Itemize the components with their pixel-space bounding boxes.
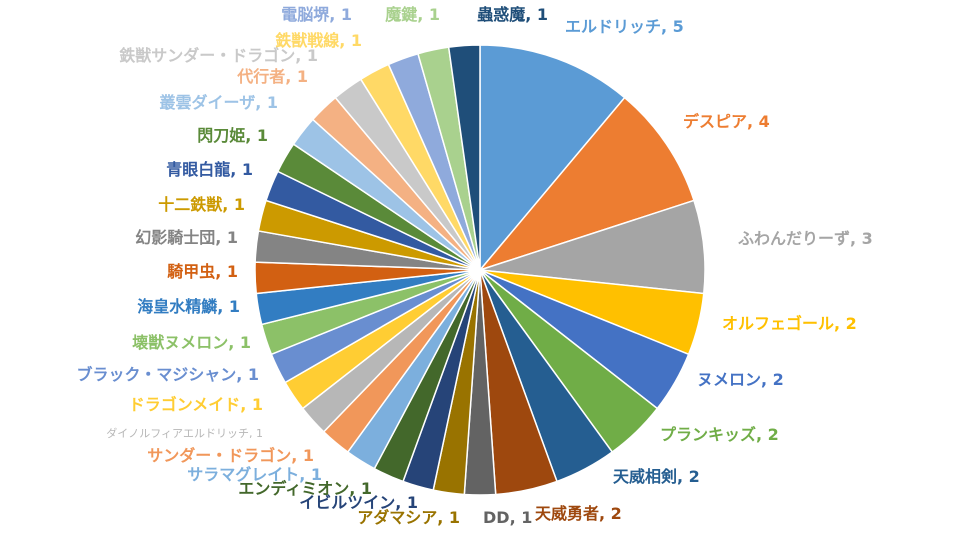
data-label-29: 魔鍵, 1: [385, 5, 440, 24]
data-label-9: アダマシア, 1: [357, 508, 460, 527]
data-label-10: イビルツイン, 1: [299, 493, 418, 512]
data-label-16: ブラック・マジシャン, 1: [77, 365, 259, 384]
data-label-28: 電脳堺, 1: [281, 5, 352, 24]
data-label-1: デスピア, 4: [683, 112, 770, 131]
data-label-26: 鉄獣サンダー・ドラゴン, 1: [119, 46, 318, 65]
data-label-22: 青眼白龍, 1: [166, 160, 253, 179]
data-label-4: ヌメロン, 2: [697, 370, 784, 389]
data-label-7: 天威勇者, 2: [535, 504, 622, 523]
data-label-14: ダイノルフィアエルドリッチ, 1: [106, 426, 263, 440]
data-label-15: ドラゴンメイド, 1: [129, 395, 263, 414]
data-label-2: ふわんだりーず, 3: [738, 229, 873, 248]
pie-slice-1: [477, 96, 695, 272]
data-label-30: 蟲惑魔, 1: [477, 5, 548, 24]
data-label-20: 幻影騎士団, 1: [135, 228, 238, 247]
data-label-17: 壊獣ヌメロン, 1: [132, 333, 251, 352]
data-label-24: 叢雲ダイーザ, 1: [160, 93, 278, 112]
data-label-3: オルフェゴール, 2: [722, 314, 857, 333]
data-label-23: 閃刀姫, 1: [197, 126, 268, 145]
data-label-18: 海皇水精鱗, 1: [137, 297, 240, 316]
data-label-13: サンダー・ドラゴン, 1: [147, 446, 314, 465]
pie-slice-0: [479, 44, 626, 273]
data-label-27: 鉄獣戦線, 1: [275, 31, 362, 50]
data-label-25: 代行者, 1: [236, 67, 308, 86]
data-label-6: 天威相剣, 2: [613, 467, 700, 486]
data-label-11: エンディミオン, 1: [238, 479, 372, 498]
data-label-21: 十二鉄獣, 1: [158, 195, 245, 214]
data-label-5: プランキッズ, 2: [660, 425, 779, 444]
pie-slice-30: [447, 44, 481, 271]
data-label-0: エルドリッチ, 5: [565, 17, 684, 36]
data-label-8: DD, 1: [483, 508, 532, 527]
data-label-19: 騎甲虫, 1: [167, 262, 238, 281]
data-label-12: サラマグレイト, 1: [187, 465, 322, 484]
